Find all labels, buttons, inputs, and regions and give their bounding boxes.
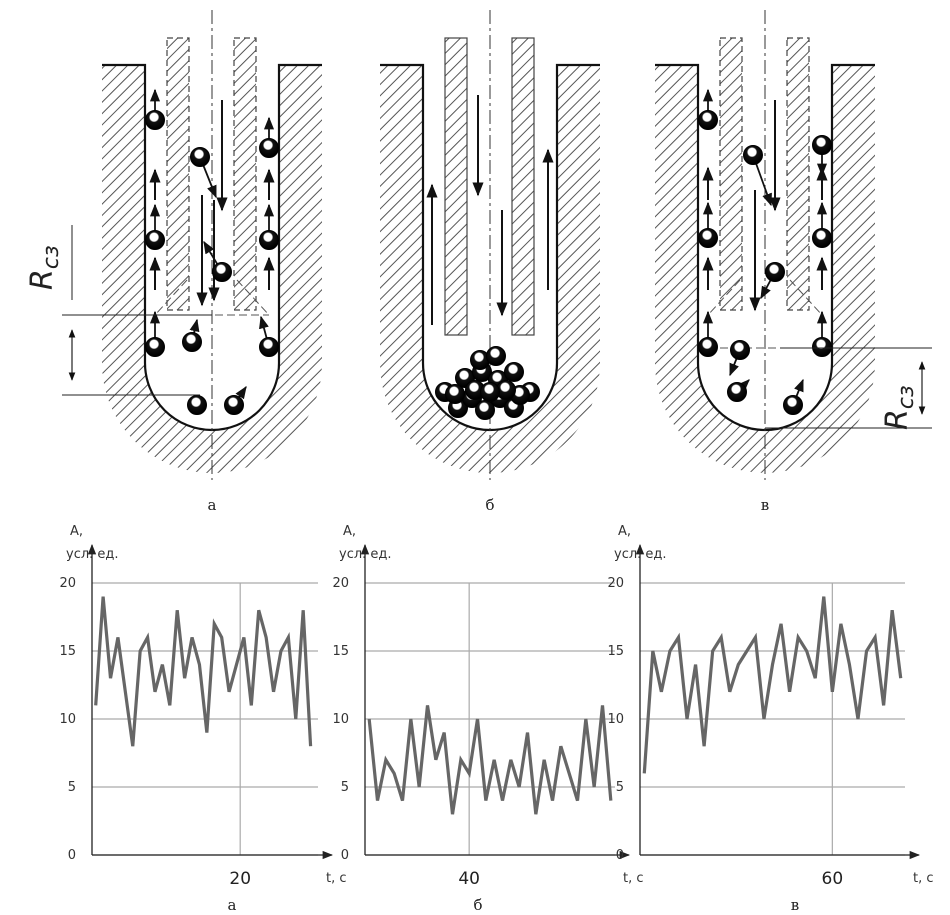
particle bbox=[699, 229, 718, 248]
x-tick-label: 60 bbox=[822, 869, 844, 889]
y-tick-label: 20 bbox=[607, 576, 624, 591]
diagram-caption: а bbox=[208, 496, 217, 514]
particle bbox=[731, 341, 750, 360]
diagram-caption: б bbox=[485, 496, 494, 514]
charts: 0 5 10 15 20 20 A, усл. ед. t, c а 0 5 10 15 20 40 A, усл… bbox=[59, 524, 933, 914]
chart: 0 5 10 15 20 40 A, усл. ед. t, c б bbox=[332, 524, 643, 914]
x-tick-label: 40 bbox=[458, 869, 480, 889]
particle bbox=[699, 338, 718, 357]
r-subscript: сз bbox=[894, 385, 919, 409]
y-tick-label: 5 bbox=[341, 780, 349, 795]
r-label: Rсз bbox=[880, 385, 919, 430]
particle bbox=[146, 111, 165, 130]
particle bbox=[183, 333, 202, 352]
y-axis-unit: усл. ед. bbox=[614, 547, 667, 562]
particle bbox=[744, 146, 763, 165]
particle bbox=[699, 111, 718, 130]
y-tick-label: 15 bbox=[332, 644, 349, 659]
particle bbox=[188, 396, 207, 415]
y-axis-unit: усл. ед. bbox=[339, 547, 392, 562]
y-axis-label: A, bbox=[343, 524, 356, 539]
pipe-wall bbox=[234, 38, 256, 310]
particle bbox=[225, 396, 244, 415]
particle bbox=[146, 338, 165, 357]
particle bbox=[766, 263, 785, 282]
y-tick-label: 15 bbox=[59, 644, 76, 659]
particle bbox=[784, 396, 803, 415]
y-tick-label: 10 bbox=[59, 712, 76, 727]
x-axis-label: t, c bbox=[913, 871, 934, 886]
r-symbol: R bbox=[880, 409, 915, 430]
y-tick-label: 5 bbox=[616, 780, 624, 795]
pipe-wall bbox=[167, 38, 189, 310]
y-axis-label: A, bbox=[70, 524, 83, 539]
particle bbox=[260, 338, 279, 357]
y-axis-unit: усл. ед. bbox=[66, 547, 119, 562]
particle bbox=[728, 383, 747, 402]
pipe-wall bbox=[787, 38, 809, 310]
y-tick-label: 5 bbox=[68, 780, 76, 795]
particle bbox=[146, 231, 165, 250]
x-tick-label: 20 bbox=[229, 869, 251, 889]
particle bbox=[487, 347, 506, 366]
figure: абвRсзRсз 0510152020A,усл. ед.t, cа05101… bbox=[0, 0, 950, 915]
data-line bbox=[644, 597, 900, 774]
y-tick-label: 15 bbox=[607, 644, 624, 659]
particle bbox=[260, 231, 279, 250]
y-tick-label: 10 bbox=[607, 712, 624, 727]
particle bbox=[813, 338, 832, 357]
well-diagram: в bbox=[655, 10, 875, 514]
particle bbox=[191, 148, 210, 167]
pipe-wall bbox=[445, 38, 467, 335]
chart-caption: а bbox=[228, 896, 237, 914]
diagram-caption: в bbox=[761, 496, 769, 514]
pipe-wall bbox=[512, 38, 534, 335]
chart-caption: в bbox=[791, 896, 799, 914]
r-symbol: R bbox=[25, 269, 60, 290]
particle bbox=[813, 136, 832, 155]
chart-caption: б bbox=[473, 896, 482, 914]
r-subscript: сз bbox=[39, 245, 64, 269]
chart: 0 5 10 15 20 60 A, усл. ед. t, c в bbox=[607, 524, 933, 914]
data-line bbox=[96, 597, 311, 747]
particle bbox=[213, 263, 232, 282]
y-tick-label: 0 bbox=[341, 848, 349, 863]
x-axis-label: t, c bbox=[326, 871, 347, 886]
particle bbox=[813, 229, 832, 248]
chart: 0 5 10 15 20 20 A, усл. ед. t, c а bbox=[59, 524, 346, 914]
y-tick-label: 20 bbox=[59, 576, 76, 591]
particle bbox=[260, 139, 279, 158]
pipe-wall bbox=[720, 38, 742, 310]
well-diagram: б bbox=[380, 10, 600, 514]
data-line bbox=[369, 705, 611, 814]
particle bbox=[446, 385, 465, 404]
y-axis-label: A, bbox=[618, 524, 631, 539]
well-diagram: а bbox=[102, 10, 322, 514]
y-tick-label: 0 bbox=[68, 848, 76, 863]
y-tick-label: 0 bbox=[616, 848, 624, 863]
x-axis-label: t, c bbox=[623, 871, 644, 886]
y-tick-label: 10 bbox=[332, 712, 349, 727]
particle bbox=[481, 383, 500, 402]
particle bbox=[505, 363, 524, 382]
r-label: Rсз bbox=[25, 245, 64, 290]
y-tick-label: 20 bbox=[332, 576, 349, 591]
